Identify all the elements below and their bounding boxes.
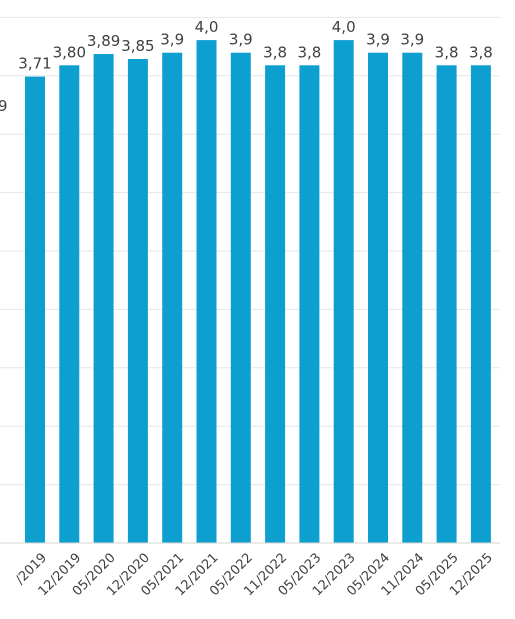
bar: [94, 54, 114, 543]
data-label: 3,9: [229, 31, 253, 49]
bar: [197, 40, 217, 543]
data-label: 3,8: [435, 43, 459, 61]
bar: [437, 65, 457, 543]
bar: [334, 40, 354, 543]
bar: [368, 53, 388, 543]
data-label: 3,89: [87, 32, 120, 50]
bar: [471, 65, 491, 543]
data-label: 3,8: [263, 43, 287, 61]
bar: [402, 53, 422, 543]
bar: [231, 53, 251, 543]
data-label: 3,8: [469, 43, 493, 61]
bar: [265, 65, 285, 543]
bars: [25, 40, 491, 543]
data-label: 3,85: [121, 37, 154, 55]
bar: [59, 65, 79, 543]
bar: [299, 65, 319, 543]
data-label: 4,0: [332, 18, 356, 36]
data-label: 3,9: [160, 31, 184, 49]
data-label: 3,9: [366, 31, 390, 49]
bar: [25, 77, 45, 543]
data-label: 3,8: [297, 43, 321, 61]
bar: [128, 59, 148, 543]
data-label: 3,80: [53, 43, 86, 61]
bar: [162, 53, 182, 543]
data-label: 3,9: [400, 31, 424, 49]
data-label: 4,0: [195, 18, 219, 36]
x-tick-labels: /201912/201905/202012/202005/202112/2021…: [13, 550, 496, 599]
cropped-data-label: 9: [0, 97, 8, 115]
data-label: 3,71: [18, 55, 51, 73]
